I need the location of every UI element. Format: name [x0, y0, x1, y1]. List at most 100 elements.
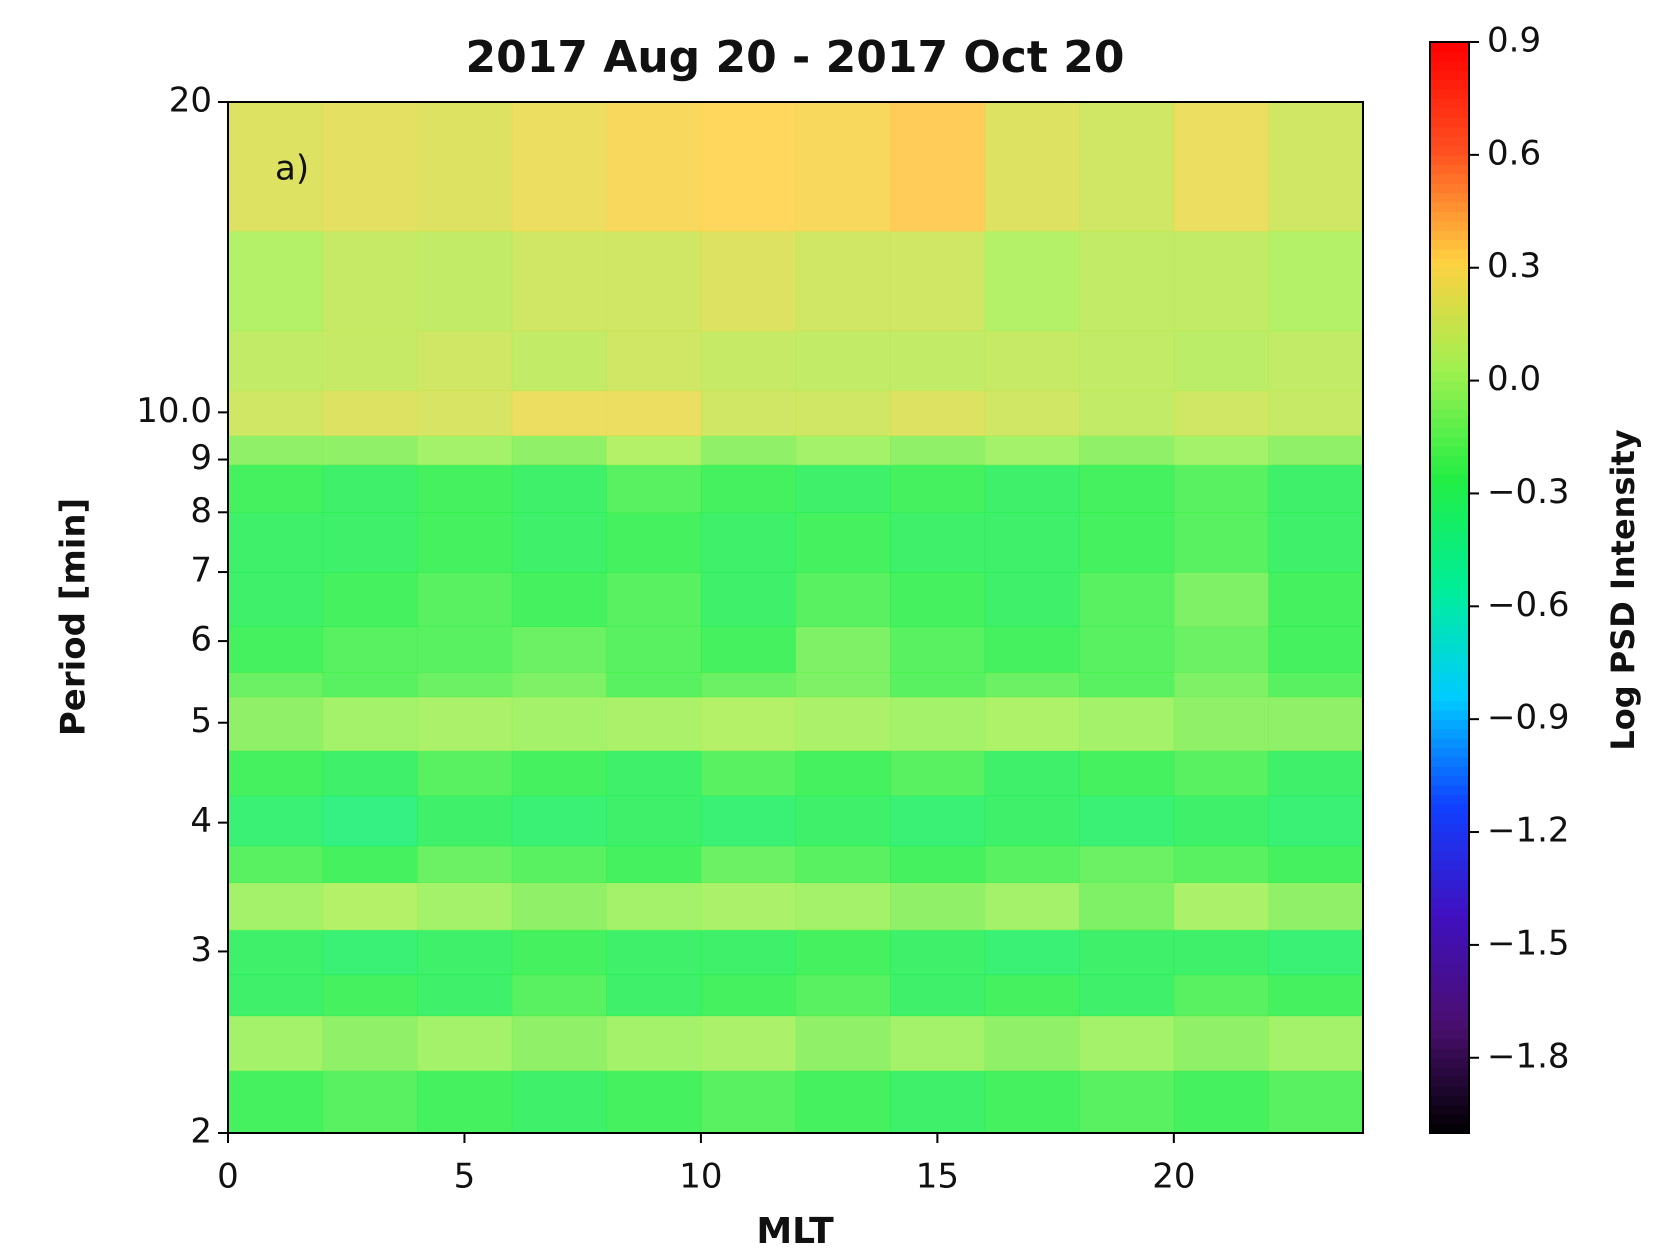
colorbar-band	[1430, 634, 1469, 645]
heatmap-cell	[795, 671, 891, 698]
heatmap-cell	[890, 795, 986, 847]
x-tick-label: 10	[679, 1157, 722, 1197]
colorbar-band	[1430, 973, 1469, 984]
heatmap-cell	[1268, 882, 1364, 931]
colorbar-band	[1430, 681, 1469, 692]
heatmap-cell	[890, 626, 986, 673]
heatmap-cell	[795, 390, 891, 436]
colorbar-band	[1430, 305, 1469, 316]
heatmap-cell	[417, 330, 513, 392]
heatmap-cell	[417, 102, 513, 232]
heatmap-cell	[417, 750, 513, 797]
heatmap-cell	[417, 671, 513, 698]
heatmap-cell	[1079, 435, 1175, 466]
heatmap-cell	[984, 845, 1080, 884]
heatmap-cell	[1079, 974, 1175, 1017]
colorbar-band	[1430, 42, 1469, 53]
heatmap-cell	[700, 696, 797, 752]
heatmap-cell	[417, 626, 513, 673]
colorbar-band	[1430, 944, 1469, 955]
colorbar-band	[1430, 822, 1469, 833]
heatmap-cell	[228, 845, 324, 884]
heatmap-cell	[606, 929, 702, 976]
heatmap-cell	[417, 572, 513, 628]
heatmap-cell	[1079, 845, 1175, 884]
colorbar-band	[1430, 841, 1469, 852]
colorbar-band	[1430, 248, 1469, 259]
colorbar-band	[1430, 201, 1469, 212]
heatmap-cell	[1268, 390, 1364, 436]
heatmap-cell	[700, 845, 797, 884]
heatmap-cell	[1268, 464, 1364, 513]
heatmap-cell	[1268, 230, 1364, 332]
heatmap-cell	[511, 230, 607, 332]
colorbar-band	[1430, 785, 1469, 796]
heatmap-cell	[228, 230, 324, 332]
heatmap-cell	[1173, 572, 1270, 628]
heatmap-cell	[984, 974, 1080, 1017]
heatmap-cell	[511, 671, 607, 698]
heatmap-cell	[606, 102, 702, 232]
heatmap-cell	[795, 572, 891, 628]
x-tick-label: 0	[217, 1157, 239, 1197]
heatmap-cell	[1079, 1015, 1175, 1072]
heatmap-cell	[417, 435, 513, 466]
heatmap-cell	[1173, 845, 1270, 884]
heatmap-cell	[890, 750, 986, 797]
heatmap-cell	[606, 795, 702, 847]
heatmap-cell	[322, 512, 418, 573]
heatmap-cell	[322, 390, 418, 436]
colorbar-band	[1430, 879, 1469, 890]
colorbar-band	[1430, 596, 1469, 607]
heatmap-cell	[984, 1015, 1080, 1072]
heatmap-cell	[606, 390, 702, 436]
colorbar-band	[1430, 1085, 1469, 1096]
colorbar-band	[1430, 775, 1469, 786]
colorbar-tick-label: 0.3	[1487, 246, 1541, 286]
heatmap-cell	[795, 1070, 891, 1134]
heatmap-cell	[606, 974, 702, 1017]
heatmap-cell	[984, 929, 1080, 976]
heatmap-cell	[511, 512, 607, 573]
heatmap-cell	[322, 435, 418, 466]
colorbar-band	[1430, 1010, 1469, 1021]
heatmap-cell	[1268, 1070, 1364, 1134]
heatmap-cell	[1173, 626, 1270, 673]
x-tick-label: 5	[454, 1157, 476, 1197]
heatmap-cell	[700, 435, 797, 466]
colorbar-band	[1430, 465, 1469, 476]
heatmap-cell	[606, 464, 702, 513]
y-axis-label: Period [min]	[54, 498, 94, 736]
heatmap-cell	[795, 1015, 891, 1072]
heatmap-cell	[228, 390, 324, 436]
colorbar-band	[1430, 737, 1469, 748]
colorbar-tick-label: 0.6	[1487, 133, 1541, 173]
heatmap-cell	[1079, 1070, 1175, 1134]
colorbar-band	[1430, 1001, 1469, 1012]
colorbar-band	[1430, 709, 1469, 720]
heatmap-cell	[1079, 230, 1175, 332]
heatmap-cell	[511, 750, 607, 797]
heatmap-cell	[228, 330, 324, 392]
colorbar-band	[1430, 1038, 1469, 1049]
heatmap-cell	[984, 572, 1080, 628]
colorbar-band	[1430, 154, 1469, 165]
heatmap-cell	[700, 626, 797, 673]
colorbar-band	[1430, 117, 1469, 128]
heatmap-cell	[511, 882, 607, 931]
colorbar-band	[1430, 267, 1469, 278]
heatmap-cell	[984, 464, 1080, 513]
colorbar-band	[1430, 587, 1469, 598]
heatmap-cell	[1268, 795, 1364, 847]
colorbar-band	[1430, 615, 1469, 626]
colorbar-band	[1430, 371, 1469, 382]
colorbar-band	[1430, 540, 1469, 551]
colorbar-band	[1430, 521, 1469, 532]
colorbar-band	[1430, 437, 1469, 448]
colorbar-band	[1430, 258, 1469, 269]
colorbar-band	[1430, 568, 1469, 579]
x-tick-label: 15	[916, 1157, 959, 1197]
heatmap-cell	[700, 512, 797, 573]
heatmap-cell	[795, 626, 891, 673]
